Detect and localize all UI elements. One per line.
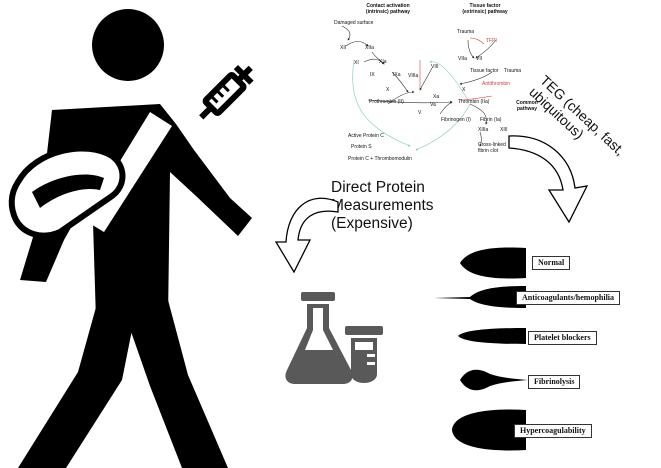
node-thrombin: Thrombin (IIa) — [458, 99, 490, 105]
node-trauma-top: Trauma — [457, 29, 475, 35]
node-cross-linked-line2: fibrin clot — [478, 148, 499, 154]
arrow-to-teg-tracings — [508, 135, 589, 224]
node-x-right: X — [462, 87, 466, 93]
node-xa: Xa — [433, 94, 440, 100]
node-xiia: XIIa — [365, 45, 374, 51]
node-prothrombin: Prothrombin (II) — [369, 99, 404, 105]
node-vii: VII — [476, 56, 483, 62]
node-ix: IX — [370, 72, 375, 78]
node-tfpi: TFPI — [486, 38, 497, 44]
direct-protein-label-line2: Measurements — [331, 197, 434, 214]
extrinsic-pathway-title-line2: (extrinsic) pathway — [462, 9, 508, 15]
lab-flask-test-tube-icon — [285, 292, 383, 384]
node-ixa: IXa — [393, 72, 401, 78]
node-v: V — [418, 110, 422, 116]
direct-protein-label: Direct Protein — [331, 179, 425, 196]
common-pathway-title-line2: pathway — [516, 106, 537, 112]
intrinsic-pathway-title: Contact activation — [366, 3, 410, 9]
node-protein-s: Protein S — [351, 144, 372, 150]
node-active-protein-c: Active Protein C — [348, 133, 384, 139]
node-protein-c-complex: Protein C + Thrombomodulin — [348, 156, 412, 162]
coagulation-cascade-arrows — [341, 25, 497, 151]
node-tissue-factor: Tissue factor — [470, 68, 499, 74]
teg-tracings — [434, 247, 528, 451]
node-va: Va — [430, 102, 436, 108]
extrinsic-pathway-title: Tissue factor — [469, 3, 501, 9]
teg-pattern-normal: Normal — [532, 256, 571, 270]
node-viii: VIII — [431, 64, 439, 70]
node-x-left: X — [386, 87, 390, 93]
teg-pattern-anticoagulants: Anticoagulants/hemophilia — [516, 291, 621, 305]
teg-tracing-fibrinolysis — [450, 369, 528, 391]
node-fibrinogen: Fibrinogen (I) — [441, 117, 471, 123]
teg-tracing-normal — [448, 247, 526, 279]
syringe-icon — [199, 65, 254, 120]
node-damaged-surface: Damaged surface — [334, 20, 374, 26]
direct-protein-label-line3: (Expensive) — [331, 215, 413, 232]
node-fibrin: Fibrin (Ia) — [480, 117, 502, 123]
teg-pattern-hypercoagulability: Hypercoagulability — [514, 424, 592, 438]
teg-tracing-hypercoagulability — [448, 409, 526, 451]
teg-pattern-platelet-blockers: Platelet blockers — [528, 331, 597, 345]
node-trauma-right: Trauma — [504, 68, 522, 74]
node-antithrombin: Antithrombin — [482, 81, 511, 87]
node-viia: VIIa — [458, 56, 467, 62]
node-xiii: XIII — [500, 127, 508, 133]
node-xia: XIa — [379, 59, 387, 65]
intrinsic-pathway-title-line2: (intrinsic) pathway — [365, 9, 411, 15]
node-xi: XI — [354, 60, 359, 66]
arrow-to-lab-icon — [274, 197, 339, 274]
node-cross-linked: Cross-linked — [478, 142, 506, 148]
teg-tracing-anticoagulants — [434, 286, 526, 308]
node-xii: XII — [340, 45, 347, 51]
teg-pattern-fibrinolysis: Fibrinolysis — [528, 375, 581, 389]
teg-tracing-platelet-blockers — [448, 328, 526, 344]
node-xiiia: XIIIa — [478, 127, 489, 133]
common-pathway-title: Common — [516, 100, 538, 106]
injured-person-with-sling-icon — [8, 9, 252, 468]
node-viiia: VIIIa — [408, 73, 419, 79]
